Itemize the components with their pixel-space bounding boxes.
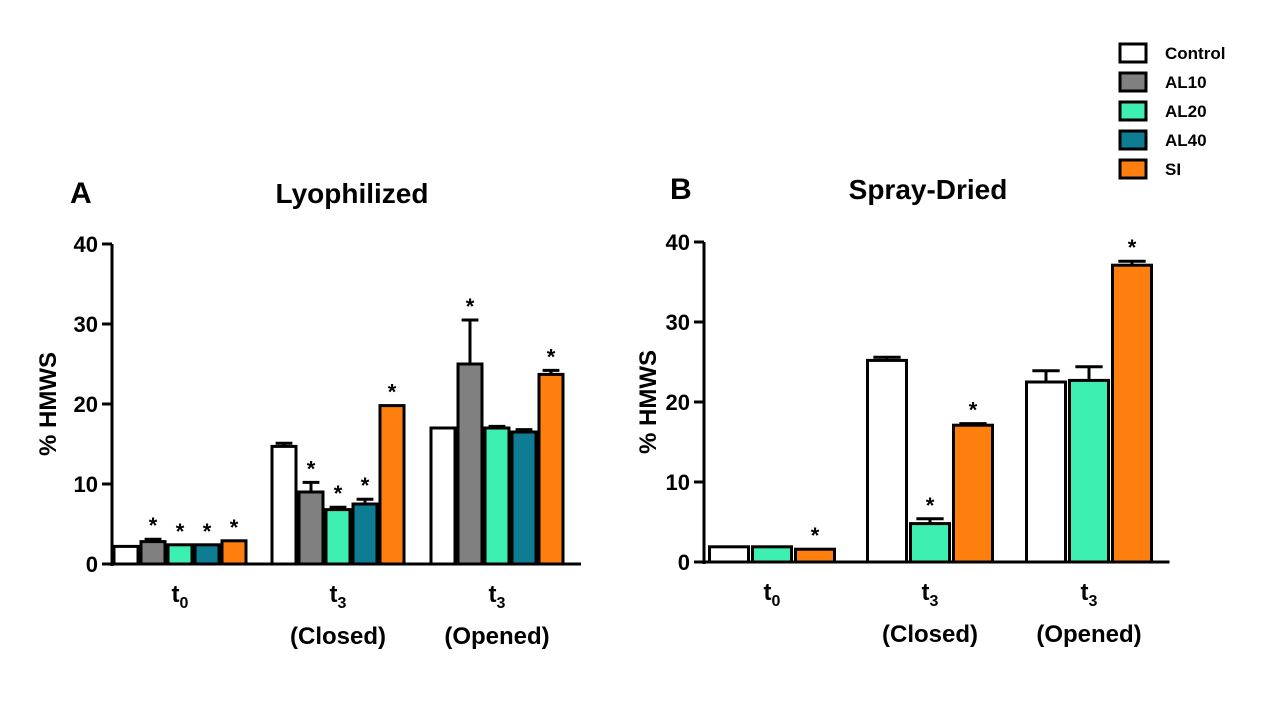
y-tick-label: 10 bbox=[666, 470, 690, 495]
bar-control bbox=[112, 544, 140, 566]
y-tick-label: 10 bbox=[74, 472, 98, 497]
panel-letter: B bbox=[670, 173, 692, 206]
bar-al10 bbox=[456, 362, 484, 566]
x-tick-label-main: t bbox=[922, 579, 930, 606]
y-tick-label: 30 bbox=[74, 312, 98, 337]
x-tick-label: t0 bbox=[172, 581, 189, 612]
y-tick-label: 20 bbox=[74, 392, 98, 417]
x-tick-label-subscript: 0 bbox=[180, 595, 189, 612]
x-tick-label-main: t bbox=[489, 581, 497, 608]
bar-si bbox=[952, 423, 994, 564]
panel-letter: A bbox=[70, 177, 92, 210]
bar-si bbox=[378, 404, 406, 566]
chart-title: Spray-Dried bbox=[849, 174, 1008, 205]
legend-label-al40: AL40 bbox=[1165, 131, 1207, 150]
panel-b: B Spray-Dried% HMWS010203040*t0**t3(Close… bbox=[635, 173, 1170, 648]
bar-al40 bbox=[193, 543, 221, 566]
bar-control bbox=[708, 545, 750, 564]
bar-al20 bbox=[1068, 378, 1110, 564]
x-tick-note: (Opened) bbox=[444, 623, 549, 650]
significance-marker: * bbox=[969, 398, 978, 423]
significance-marker: * bbox=[361, 473, 370, 498]
x-tick-note: (Closed) bbox=[882, 621, 978, 648]
bar-si bbox=[1111, 263, 1153, 564]
bar-si bbox=[537, 372, 565, 566]
legend-swatch-si bbox=[1118, 158, 1148, 180]
x-tick-note: (Closed) bbox=[290, 623, 386, 650]
y-tick-label: 0 bbox=[86, 552, 98, 577]
significance-marker: * bbox=[176, 519, 185, 544]
significance-marker: * bbox=[149, 513, 158, 538]
bar-al20 bbox=[324, 508, 352, 566]
significance-marker: * bbox=[203, 519, 212, 544]
chart-title: Lyophilized bbox=[276, 178, 429, 209]
bar-al40 bbox=[510, 430, 538, 566]
bar-control bbox=[1025, 380, 1067, 564]
y-axis-label: % HMWS bbox=[35, 352, 62, 456]
significance-marker: * bbox=[388, 380, 397, 405]
bar-si bbox=[794, 547, 836, 564]
x-tick-label-subscript: 3 bbox=[930, 593, 939, 610]
x-tick-label-main: t bbox=[764, 579, 772, 606]
x-tick-label: t3 bbox=[922, 579, 939, 610]
y-tick-label: 40 bbox=[666, 230, 690, 255]
legend-swatch-al10 bbox=[1118, 71, 1148, 93]
significance-marker: * bbox=[547, 344, 556, 369]
legend-label-al10: AL10 bbox=[1165, 73, 1207, 92]
bar-control bbox=[270, 444, 298, 566]
bar-si bbox=[220, 539, 248, 566]
x-tick-label-main: t bbox=[330, 581, 338, 608]
legend-label-al20: AL20 bbox=[1165, 102, 1207, 121]
x-tick-label: t3 bbox=[1081, 579, 1098, 610]
significance-marker: * bbox=[466, 294, 475, 319]
x-tick-label-subscript: 3 bbox=[1089, 593, 1098, 610]
legend-swatch-al40 bbox=[1118, 129, 1148, 151]
x-tick-label-main: t bbox=[1081, 579, 1089, 606]
x-tick-note: (Opened) bbox=[1036, 621, 1141, 648]
y-axis-label: % HMWS bbox=[635, 350, 662, 454]
x-tick-label-main: t bbox=[172, 581, 180, 608]
legend-swatch-al20 bbox=[1118, 100, 1148, 122]
legend-swatch-control bbox=[1118, 42, 1148, 64]
x-tick-label: t3 bbox=[330, 581, 347, 612]
bar-al20 bbox=[483, 426, 511, 566]
bar-al20 bbox=[751, 545, 793, 564]
significance-marker: * bbox=[811, 523, 820, 548]
y-tick-label: 20 bbox=[666, 390, 690, 415]
legend-label-si: SI bbox=[1165, 160, 1181, 179]
bar-control bbox=[429, 426, 457, 566]
significance-marker: * bbox=[230, 515, 239, 540]
bar-al20 bbox=[909, 522, 951, 564]
legend: Control AL10 AL20 AL40 SI bbox=[1118, 42, 1225, 180]
legend-label-control: Control bbox=[1165, 44, 1225, 63]
significance-marker: * bbox=[307, 456, 316, 481]
significance-marker: * bbox=[334, 481, 343, 506]
bar-al10 bbox=[297, 490, 325, 566]
y-tick-label: 30 bbox=[666, 310, 690, 335]
x-tick-label-subscript: 3 bbox=[338, 595, 347, 612]
y-tick-label: 0 bbox=[678, 550, 690, 575]
significance-marker: * bbox=[1128, 235, 1137, 260]
bar-al20 bbox=[166, 543, 194, 566]
y-tick-label: 40 bbox=[74, 232, 98, 257]
bar-control bbox=[866, 358, 908, 564]
x-tick-label-subscript: 3 bbox=[497, 595, 506, 612]
x-tick-label-subscript: 0 bbox=[772, 593, 781, 610]
x-tick-label: t3 bbox=[489, 581, 506, 612]
bar-al40 bbox=[351, 502, 379, 566]
significance-marker: * bbox=[926, 493, 935, 518]
x-tick-label: t0 bbox=[764, 579, 781, 610]
bar-al10 bbox=[139, 540, 167, 566]
